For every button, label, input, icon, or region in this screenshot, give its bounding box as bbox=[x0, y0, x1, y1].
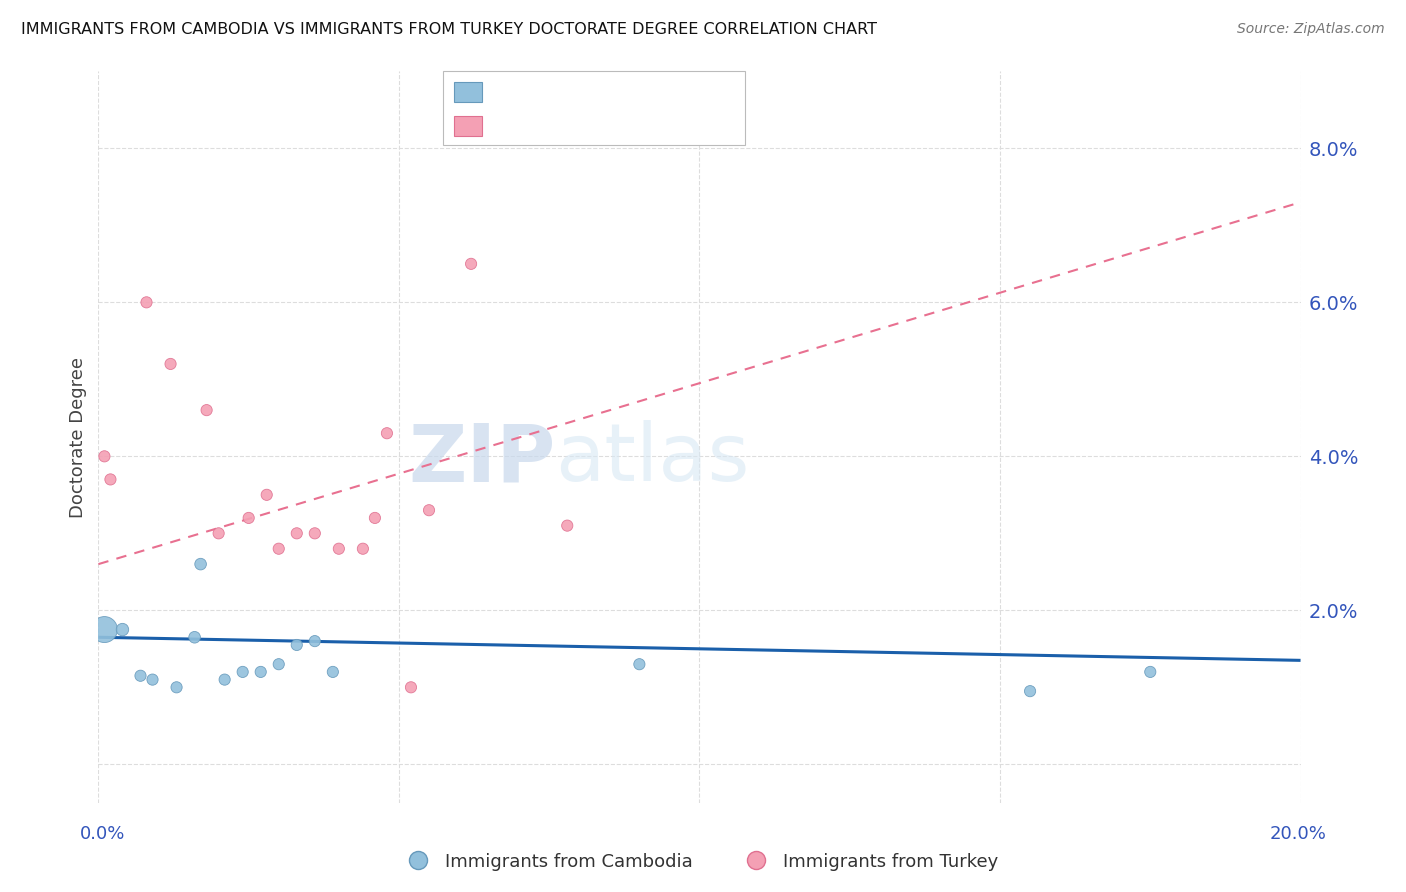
Point bbox=[267, 541, 290, 556]
Point bbox=[232, 665, 254, 679]
Point bbox=[399, 681, 422, 695]
Point bbox=[190, 557, 212, 571]
Y-axis label: Doctorate Degree: Doctorate Degree bbox=[69, 357, 87, 517]
Point bbox=[141, 673, 163, 687]
Point bbox=[328, 541, 350, 556]
Text: 20.0%: 20.0% bbox=[1270, 825, 1326, 843]
Text: ZIP: ZIP bbox=[408, 420, 555, 498]
Point bbox=[256, 488, 278, 502]
Point bbox=[418, 503, 440, 517]
Point bbox=[111, 623, 134, 637]
Point bbox=[555, 518, 578, 533]
Point bbox=[166, 681, 188, 695]
Point bbox=[322, 665, 344, 679]
Point bbox=[214, 673, 236, 687]
Point bbox=[249, 665, 271, 679]
Point bbox=[364, 511, 387, 525]
Legend: Immigrants from Cambodia, Immigrants from Turkey: Immigrants from Cambodia, Immigrants fro… bbox=[394, 846, 1005, 878]
Point bbox=[285, 526, 308, 541]
Point bbox=[129, 669, 152, 683]
Text: N = 19: N = 19 bbox=[630, 116, 693, 134]
Point bbox=[195, 403, 218, 417]
Point bbox=[267, 657, 290, 672]
Text: IMMIGRANTS FROM CAMBODIA VS IMMIGRANTS FROM TURKEY DOCTORATE DEGREE CORRELATION : IMMIGRANTS FROM CAMBODIA VS IMMIGRANTS F… bbox=[21, 22, 877, 37]
Point bbox=[93, 450, 115, 464]
Point bbox=[285, 638, 308, 652]
Text: atlas: atlas bbox=[555, 420, 749, 498]
Text: N = 17: N = 17 bbox=[630, 82, 693, 100]
Point bbox=[304, 526, 326, 541]
Point bbox=[238, 511, 260, 525]
Point bbox=[1139, 665, 1161, 679]
Point bbox=[375, 426, 398, 441]
Point bbox=[159, 357, 181, 371]
Text: R = -0.065: R = -0.065 bbox=[489, 82, 586, 100]
Point bbox=[352, 541, 374, 556]
Text: R =   0.310: R = 0.310 bbox=[489, 116, 591, 134]
Point bbox=[135, 295, 157, 310]
Point bbox=[100, 472, 122, 486]
Point bbox=[93, 623, 115, 637]
Point bbox=[183, 630, 205, 644]
Point bbox=[628, 657, 651, 672]
Point bbox=[460, 257, 482, 271]
Text: Source: ZipAtlas.com: Source: ZipAtlas.com bbox=[1237, 22, 1385, 37]
Point bbox=[304, 634, 326, 648]
Point bbox=[208, 526, 231, 541]
Point bbox=[1019, 684, 1042, 698]
Text: 0.0%: 0.0% bbox=[80, 825, 125, 843]
